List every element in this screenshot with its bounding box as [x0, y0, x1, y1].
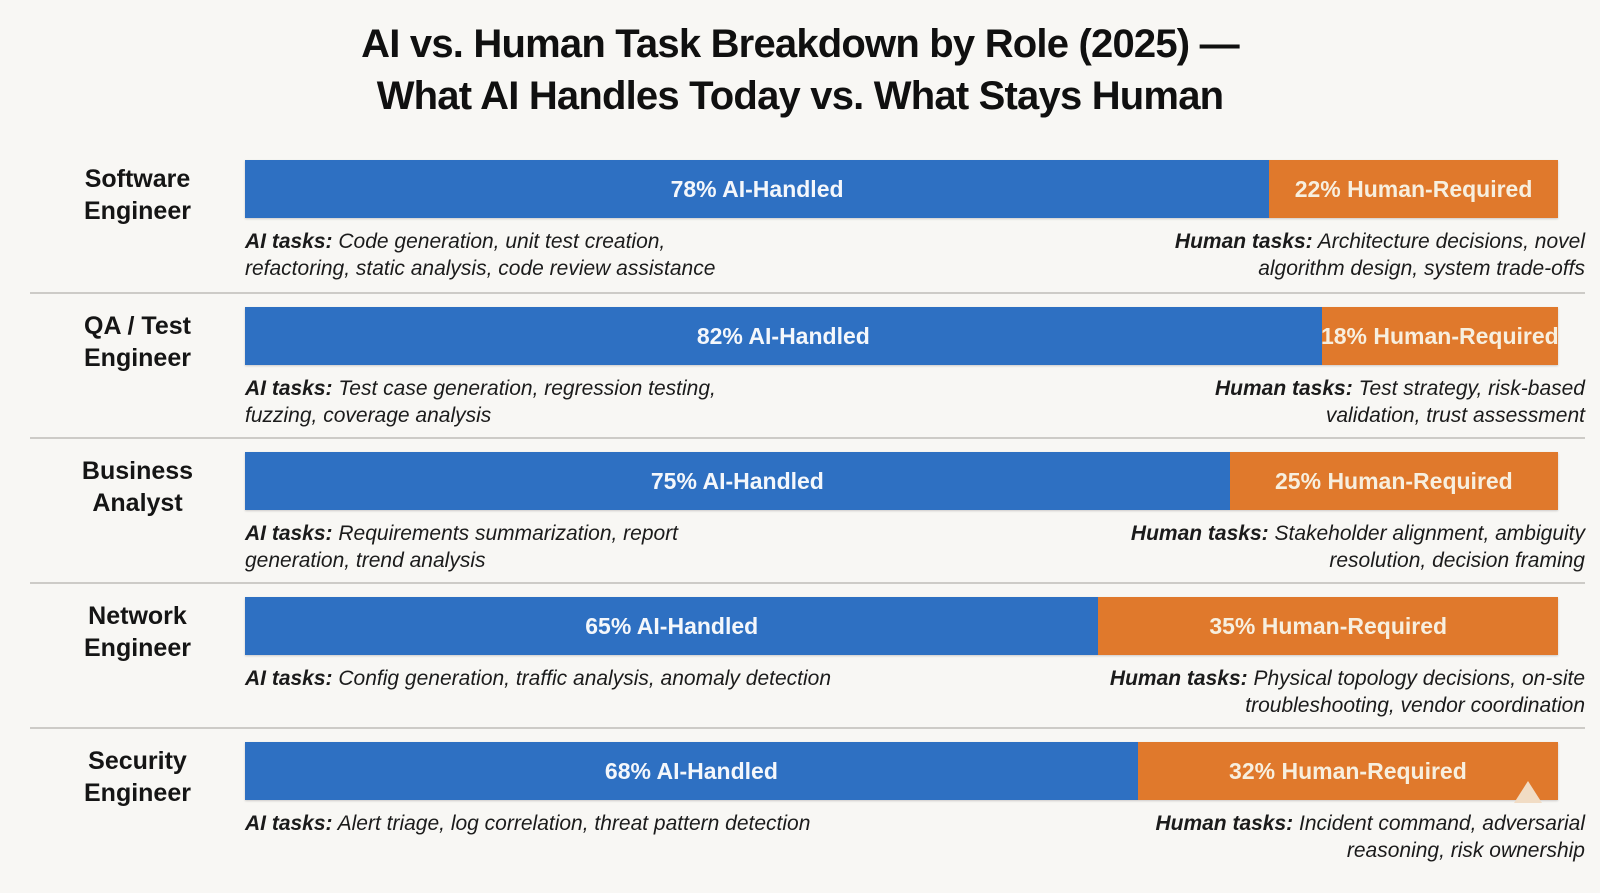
role-label: QA / Test Engineer — [30, 307, 245, 437]
ai-tasks-prefix: AI tasks: — [245, 667, 333, 690]
row-content: 82% AI-Handled 18% Human-Required AI tas… — [245, 307, 1585, 437]
ai-tasks-prefix: AI tasks: — [245, 522, 333, 545]
human-bar-label: 35% Human-Required — [1209, 612, 1448, 639]
ai-tasks-text: AI tasks: Test case generation, regressi… — [245, 375, 716, 429]
human-tasks-body: Stakeholder alignment, ambiguity resolut… — [1274, 522, 1585, 572]
human-tasks-text: Human tasks: Stakeholder alignment, ambi… — [1131, 520, 1585, 574]
ai-bar-segment: 65% AI-Handled — [245, 597, 1099, 655]
chart-rows: Software Engineer 78% AI-Handled 22% Hum… — [0, 147, 1600, 872]
ai-tasks-text: AI tasks: Requirements summarization, re… — [245, 520, 678, 574]
role-label-line2: Analyst — [92, 489, 183, 517]
ai-tasks-prefix: AI tasks: — [245, 377, 333, 400]
human-bar-label: 18% Human-Required — [1320, 322, 1559, 349]
tasks-row: AI tasks: Test case generation, regressi… — [245, 375, 1585, 429]
tasks-row: AI tasks: Requirements summarization, re… — [245, 520, 1585, 574]
human-tasks-text: Human tasks: Test strategy, risk-based v… — [1215, 375, 1585, 429]
ai-bar-label: 68% AI-Handled — [604, 757, 778, 784]
row-content: 65% AI-Handled 35% Human-Required AI tas… — [245, 597, 1585, 727]
ai-tasks-body: Code generation, unit test creation, ref… — [245, 230, 716, 280]
human-tasks-prefix: Human tasks: — [1130, 522, 1269, 545]
page-title: AI vs. Human Task Breakdown by Role (202… — [0, 0, 1600, 147]
human-bar-label: 22% Human-Required — [1294, 175, 1533, 202]
human-tasks-prefix: Human tasks: — [1174, 230, 1313, 253]
ai-bar-segment: 82% AI-Handled — [245, 307, 1322, 365]
tasks-row: AI tasks: Code generation, unit test cre… — [245, 228, 1585, 282]
page-title-line2: What AI Handles Today vs. What Stays Hum… — [376, 74, 1224, 118]
ai-tasks-body: Alert triage, log correlation, threat pa… — [337, 812, 811, 835]
role-label-line2: Engineer — [84, 634, 191, 662]
ai-tasks-text: AI tasks: Alert triage, log correlation,… — [245, 810, 810, 864]
ai-tasks-prefix: AI tasks: — [245, 230, 333, 253]
watermark-triangle-icon — [1513, 781, 1542, 803]
role-label-line1: Security — [88, 747, 187, 775]
human-tasks-body: Physical topology decisions, on-site tro… — [1245, 667, 1585, 717]
role-label-line1: Business — [81, 457, 194, 485]
human-bar-segment: 25% Human-Required — [1229, 452, 1558, 510]
human-tasks-prefix: Human tasks: — [1109, 667, 1248, 690]
tasks-row: AI tasks: Config generation, traffic ana… — [245, 665, 1585, 719]
stacked-bar: 75% AI-Handled 25% Human-Required — [245, 452, 1558, 510]
page-title-line1: AI vs. Human Task Breakdown by Role (202… — [361, 22, 1239, 66]
ai-bar-label: 78% AI-Handled — [670, 175, 844, 202]
human-tasks-text: Human tasks: Architecture decisions, nov… — [1175, 228, 1585, 282]
human-tasks-prefix: Human tasks: — [1155, 812, 1294, 835]
row-content: 78% AI-Handled 22% Human-Required AI tas… — [245, 160, 1585, 292]
ai-bar-label: 65% AI-Handled — [585, 612, 759, 639]
tasks-row: AI tasks: Alert triage, log correlation,… — [245, 810, 1585, 864]
ai-bar-segment: 75% AI-Handled — [245, 452, 1230, 510]
human-tasks-text: Human tasks: Physical topology decisions… — [1110, 665, 1585, 719]
stacked-bar: 78% AI-Handled 22% Human-Required — [245, 160, 1558, 218]
chart-row: Software Engineer 78% AI-Handled 22% Hum… — [30, 147, 1585, 292]
row-content: 75% AI-Handled 25% Human-Required AI tas… — [245, 452, 1585, 582]
role-label-line2: Engineer — [84, 344, 191, 372]
human-tasks-body: Architecture decisions, novel algorithm … — [1258, 230, 1585, 280]
role-label-line1: QA / Test — [84, 312, 191, 340]
human-tasks-prefix: Human tasks: — [1215, 377, 1353, 400]
role-label: Software Engineer — [30, 160, 245, 292]
ai-tasks-body: Config generation, traffic analysis, ano… — [338, 667, 831, 690]
row-content: 68% AI-Handled 32% Human-Required AI tas… — [245, 742, 1585, 872]
human-tasks-body: Incident command, adversarial reasoning,… — [1299, 812, 1585, 862]
human-tasks-text: Human tasks: Incident command, adversari… — [1155, 810, 1585, 864]
human-bar-segment: 35% Human-Required — [1098, 597, 1558, 655]
chart-row: Security Engineer 68% AI-Handled 32% Hum… — [30, 727, 1585, 872]
ai-tasks-body: Test case generation, regression testing… — [245, 377, 716, 427]
human-bar-label: 25% Human-Required — [1275, 467, 1513, 494]
role-label-line2: Engineer — [84, 779, 191, 807]
ai-bar-segment: 68% AI-Handled — [245, 742, 1138, 800]
human-bar-segment: 22% Human-Required — [1269, 160, 1558, 218]
role-label: Business Analyst — [30, 452, 245, 582]
role-label: Security Engineer — [30, 742, 245, 872]
role-label-line2: Engineer — [84, 197, 191, 225]
ai-tasks-prefix: AI tasks: — [245, 812, 333, 835]
role-label-line1: Network — [88, 602, 187, 630]
ai-bar-segment: 78% AI-Handled — [245, 160, 1270, 218]
role-label-line1: Software — [84, 165, 191, 193]
ai-bar-label: 75% AI-Handled — [650, 467, 824, 494]
ai-tasks-body: Requirements summarization, report gener… — [245, 522, 679, 572]
stacked-bar: 82% AI-Handled 18% Human-Required — [245, 307, 1559, 365]
chart-row: QA / Test Engineer 82% AI-Handled 18% Hu… — [30, 292, 1585, 437]
ai-tasks-text: AI tasks: Config generation, traffic ana… — [245, 665, 831, 719]
stacked-bar: 68% AI-Handled 32% Human-Required — [245, 742, 1558, 803]
chart-row: Business Analyst 75% AI-Handled 25% Huma… — [30, 437, 1585, 582]
ai-bar-label: 82% AI-Handled — [696, 322, 870, 349]
ai-tasks-text: AI tasks: Code generation, unit test cre… — [245, 228, 715, 282]
role-label: Network Engineer — [30, 597, 245, 727]
human-bar-label: 32% Human-Required — [1229, 757, 1467, 784]
human-bar-segment: 18% Human-Required — [1320, 307, 1559, 365]
stacked-bar: 65% AI-Handled 35% Human-Required — [245, 597, 1558, 655]
human-bar-segment: 32% Human-Required — [1137, 742, 1558, 803]
chart-row: Network Engineer 65% AI-Handled 35% Huma… — [30, 582, 1585, 727]
human-tasks-body: Test strategy, risk-based validation, tr… — [1325, 377, 1585, 427]
